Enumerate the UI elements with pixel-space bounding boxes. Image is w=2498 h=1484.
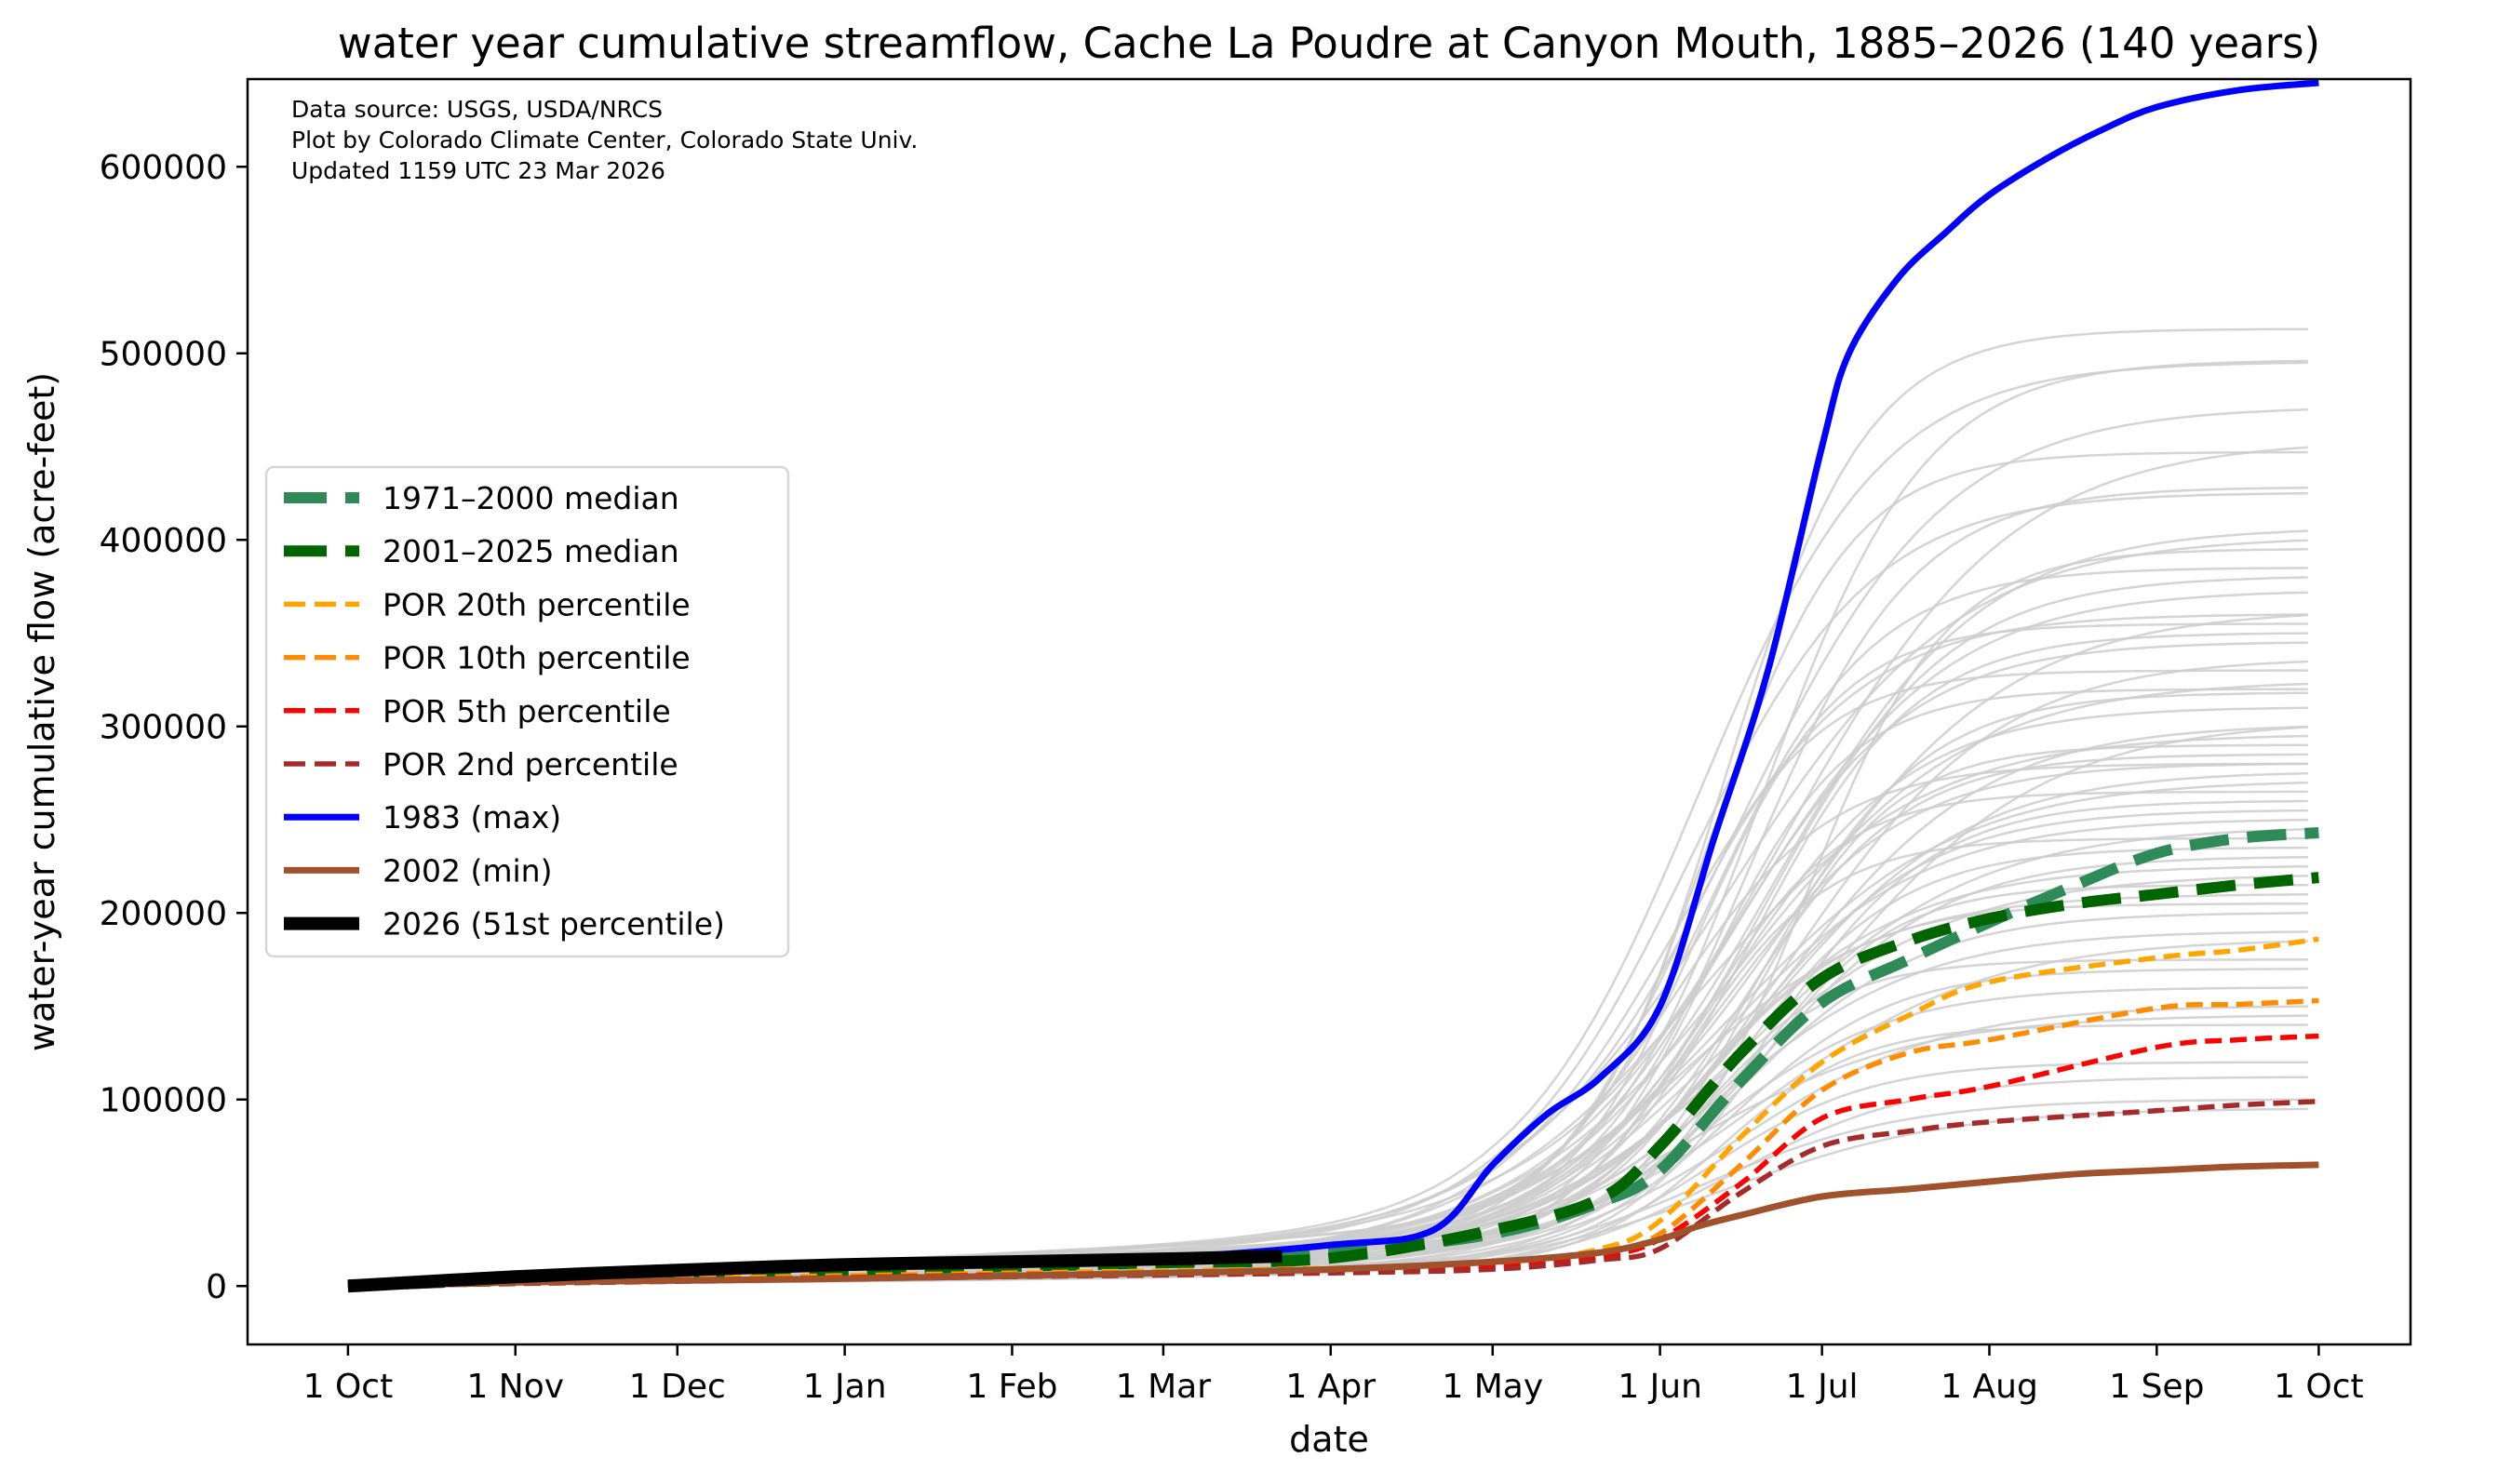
- x-tick-label: 1 Apr: [1285, 1368, 1376, 1406]
- annotation-updated: Updated 1159 UTC 23 Mar 2026: [291, 157, 665, 184]
- x-tick-label: 1 Feb: [966, 1368, 1057, 1406]
- x-axis-ticks: 1 Oct 1 Nov 1 Dec 1 Jan 1 Feb 1 Mar 1 Apr 1 May…: [303, 1344, 2364, 1406]
- y-axis-label: water-year cumulative flow (acre-feet): [21, 372, 62, 1051]
- y-tick-label: 300000: [100, 709, 227, 747]
- annotation-source: Data source: USGS, USDA/NRCS: [291, 96, 663, 123]
- series-line-8: [347, 1250, 1283, 1293]
- y-tick-label: 600000: [100, 149, 227, 187]
- annotation-credit: Plot by Colorado Climate Center, Colorad…: [291, 127, 918, 154]
- annotations: Data source: USGS, USDA/NRCS Plot by Col…: [291, 96, 918, 184]
- x-tick-label: 1 Dec: [629, 1368, 726, 1406]
- chart-title: water year cumulative streamflow, Cache …: [338, 19, 2320, 68]
- legend-label: 2001–2025 median: [383, 533, 679, 569]
- series-line-7: [347, 1161, 2319, 1290]
- x-tick-label: 1 Jun: [1618, 1368, 1702, 1406]
- y-axis-ticks: 0 100000 200000 300000 400000 500000 600000: [100, 149, 248, 1306]
- x-tick-label: 1 Jul: [1786, 1368, 1859, 1406]
- legend-label: POR 20th percentile: [383, 586, 691, 622]
- x-axis-label: date: [1289, 1419, 1369, 1460]
- legend-label: POR 2nd percentile: [383, 746, 678, 782]
- legend-label: POR 5th percentile: [383, 693, 671, 729]
- legend-label: POR 10th percentile: [383, 640, 691, 676]
- x-tick-label: 1 Oct: [303, 1368, 394, 1406]
- y-tick-label: 500000: [100, 336, 227, 374]
- legend-label: 1971–2000 median: [383, 480, 679, 516]
- legend-frame: [264, 465, 790, 958]
- y-tick-label: 400000: [100, 522, 227, 560]
- plot-area: [347, 79, 2319, 1293]
- x-tick-label: 1 Jan: [803, 1368, 887, 1406]
- x-tick-label: 1 May: [1442, 1368, 1543, 1406]
- legend-label: 2002 (min): [383, 852, 552, 889]
- legend-label: 1983 (max): [383, 799, 561, 836]
- y-tick-label: 0: [206, 1268, 227, 1306]
- legend-label: 2026 (51st percentile): [383, 906, 725, 943]
- x-tick-label: 1 Nov: [466, 1368, 564, 1406]
- series-lines: [347, 79, 2319, 1293]
- legend: 1971–2000 median 2001–2025 median POR 20th…: [264, 465, 790, 958]
- y-tick-label: 200000: [100, 895, 227, 933]
- x-tick-label: 1 Aug: [1941, 1368, 2038, 1406]
- x-tick-label: 1 Oct: [2274, 1368, 2364, 1406]
- y-tick-label: 100000: [100, 1082, 227, 1120]
- x-tick-label: 1 Mar: [1116, 1368, 1211, 1406]
- axes-frame: [246, 77, 2412, 1346]
- x-tick-label: 1 Sep: [2109, 1368, 2204, 1406]
